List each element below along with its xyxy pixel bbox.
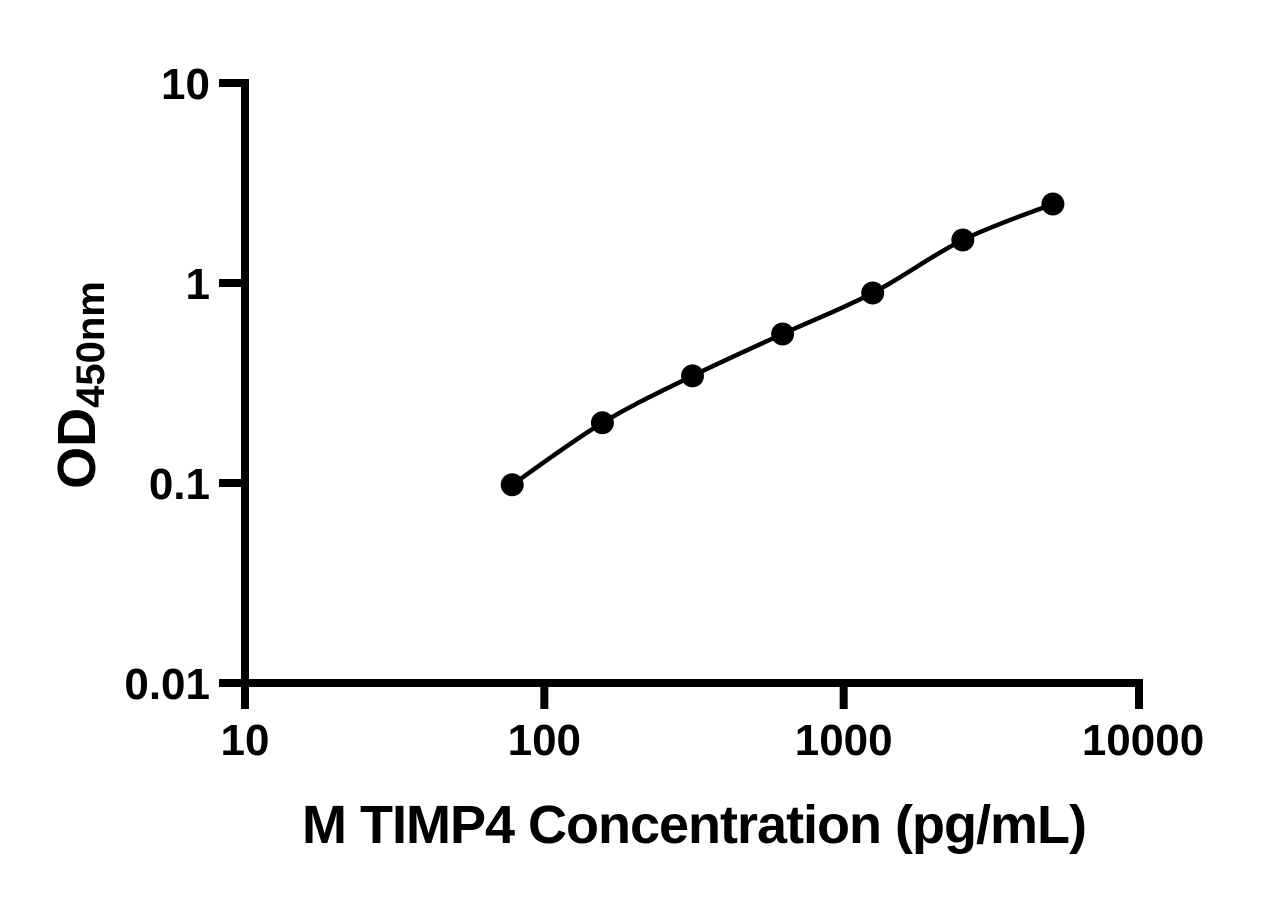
x-axis-title: M TIMP4 Concentration (pg/mL) <box>302 795 1086 855</box>
data-point <box>771 322 795 346</box>
data-point <box>1041 192 1065 216</box>
y-axis-title-main: OD <box>47 408 107 489</box>
data-point <box>861 281 885 305</box>
y-tick-label: 10 <box>161 60 210 109</box>
y-axis-title: OD450nm <box>47 281 113 489</box>
x-tick-label: 10 <box>221 716 270 765</box>
x-tick-label: 100 <box>508 716 581 765</box>
y-tick-label: 0.1 <box>149 460 210 509</box>
y-tick-label: 1 <box>186 260 210 309</box>
x-tick-label: 10000 <box>1082 716 1204 765</box>
x-tick-label: 1000 <box>795 716 893 765</box>
ticks-layer <box>219 79 1143 709</box>
series-layer <box>500 192 1065 497</box>
y-axis-title-subscript: 450nm <box>69 281 113 408</box>
data-point <box>500 473 524 497</box>
axes-layer <box>241 79 1143 687</box>
data-point <box>681 364 704 388</box>
data-point <box>590 411 614 435</box>
y-tick-label: 0.01 <box>124 660 210 709</box>
data-point <box>951 228 975 252</box>
